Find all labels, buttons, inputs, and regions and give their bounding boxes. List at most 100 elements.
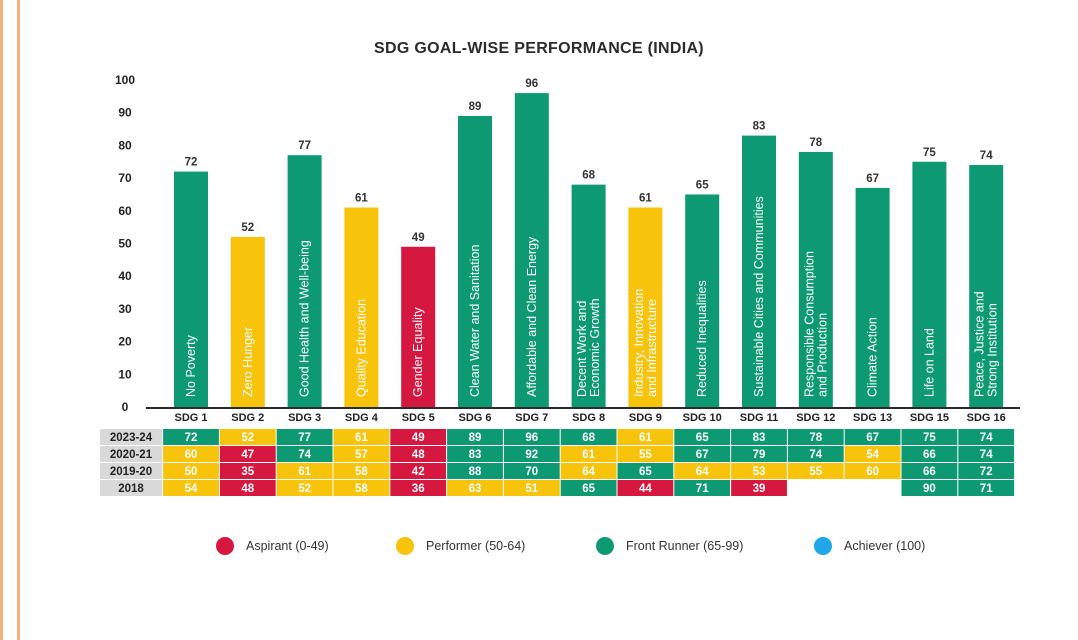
- score-cell-value: 36: [412, 483, 425, 495]
- x-tick-label: SDG 8: [572, 412, 605, 424]
- bar: [230, 236, 265, 407]
- y-tick-label: 50: [118, 237, 132, 251]
- score-cell: [731, 429, 787, 445]
- score-cell: [787, 463, 844, 479]
- score-cell-value: 39: [753, 483, 766, 495]
- score-cell-value: 63: [469, 483, 482, 495]
- score-cell-value: 60: [185, 449, 198, 461]
- score-cell-value: 47: [241, 449, 254, 461]
- score-cell-value: 55: [639, 449, 652, 461]
- score-cell: [219, 446, 276, 462]
- data-label: 52: [241, 222, 254, 234]
- score-cell: [844, 446, 901, 462]
- score-cell: [503, 429, 560, 445]
- goal-name-label: Life on Land: [922, 328, 936, 397]
- goal-name-label: Economic Growth: [588, 298, 602, 397]
- score-cell-value: 96: [525, 432, 538, 444]
- legend: Aspirant (0-49) Performer (50-64) Front …: [0, 534, 1078, 558]
- score-cell-value: 92: [525, 449, 538, 461]
- legend-swatch-front-runner: [596, 537, 614, 555]
- data-label: 72: [185, 157, 198, 169]
- legend-swatch-aspirant: [216, 537, 234, 555]
- score-cell: [560, 429, 617, 445]
- score-cell-value: 61: [355, 432, 368, 444]
- bar: [742, 135, 776, 407]
- score-cell-value: 52: [298, 483, 311, 495]
- score-cell: [333, 446, 390, 462]
- score-cell-value: 64: [696, 466, 709, 478]
- legend-label-front-runner: Front Runner (65-99): [626, 539, 744, 553]
- goal-name-label: Responsible Consumption: [802, 251, 816, 397]
- legend-item-achiever: Achiever (100): [814, 534, 925, 558]
- x-tick-label: SDG 5: [402, 412, 435, 424]
- score-cell: [390, 463, 447, 479]
- data-label: 49: [412, 232, 425, 244]
- score-cell: [560, 463, 617, 479]
- bar: [628, 207, 663, 407]
- x-tick-label: SDG 12: [796, 412, 835, 424]
- bar: [855, 187, 890, 407]
- score-cell: [333, 429, 390, 445]
- data-label: 61: [355, 193, 368, 205]
- score-cell: [560, 480, 617, 496]
- score-cell: [787, 429, 844, 445]
- year-label-cell: [100, 463, 162, 479]
- score-cell: [958, 463, 1015, 479]
- x-tick-label: SDG 1: [174, 412, 207, 424]
- bar-series: 72 No Poverty 52 Zero Hunger 77 Good Health a…: [174, 78, 1004, 407]
- x-tick-label: SDG 10: [683, 412, 722, 424]
- year-label-cell: [100, 429, 162, 445]
- score-cell: [901, 480, 958, 496]
- bar: [401, 246, 436, 407]
- score-cell: [617, 480, 674, 496]
- score-cell: [731, 446, 787, 462]
- score-cell: [844, 429, 901, 445]
- score-cell: [958, 446, 1015, 462]
- data-label: 77: [298, 140, 311, 152]
- bar: [571, 184, 606, 407]
- score-cell-value: 77: [298, 432, 311, 444]
- legend-label-aspirant: Aspirant (0-49): [246, 539, 329, 553]
- bar: [458, 115, 492, 407]
- year-label: 2019-20: [110, 466, 152, 478]
- score-cell-value: 55: [809, 466, 822, 478]
- score-cell-value: 48: [412, 449, 425, 461]
- score-cell-value: 74: [809, 449, 822, 461]
- score-cell-value: 67: [866, 432, 879, 444]
- score-cell-value: 68: [582, 432, 595, 444]
- score-cell-value: 65: [582, 483, 595, 495]
- score-cell-value: 74: [980, 449, 993, 461]
- legend-item-aspirant: Aspirant (0-49): [216, 534, 329, 558]
- score-cell: [617, 429, 674, 445]
- score-cell-value: 88: [469, 466, 482, 478]
- score-cell: [731, 480, 787, 496]
- legend-swatch-performer: [396, 537, 414, 555]
- score-cell: [447, 429, 503, 445]
- score-cell: [958, 429, 1015, 445]
- data-label: 78: [809, 137, 822, 149]
- y-tick-label: 0: [122, 400, 129, 414]
- score-cell-value: 51: [525, 483, 538, 495]
- score-cell-value: 72: [980, 466, 993, 478]
- goal-name-label: Zero Hunger: [241, 327, 255, 397]
- score-cell: [276, 463, 333, 479]
- score-cell-value: 71: [980, 483, 993, 495]
- y-tick-label: 100: [115, 73, 135, 87]
- score-cell: [219, 480, 276, 496]
- score-cell-value: 61: [298, 466, 311, 478]
- score-cell-value: 57: [355, 449, 368, 461]
- score-cell: [503, 463, 560, 479]
- score-cell: [447, 463, 503, 479]
- score-cell-value: 74: [298, 449, 311, 461]
- x-tick-label: SDG 4: [345, 412, 379, 424]
- score-cell-value: 58: [355, 466, 368, 478]
- year-label-cell: [100, 480, 162, 496]
- score-cell: [276, 446, 333, 462]
- bar: [969, 165, 1004, 407]
- score-cell-value: 72: [185, 432, 198, 444]
- chart-title: SDG GOAL-WISE PERFORMANCE (INDIA): [374, 40, 704, 57]
- score-cell-value: 83: [469, 449, 482, 461]
- score-cell: [163, 429, 219, 445]
- y-axis: 0 10 20 30 40 50 60 70 80 90 100: [115, 73, 135, 414]
